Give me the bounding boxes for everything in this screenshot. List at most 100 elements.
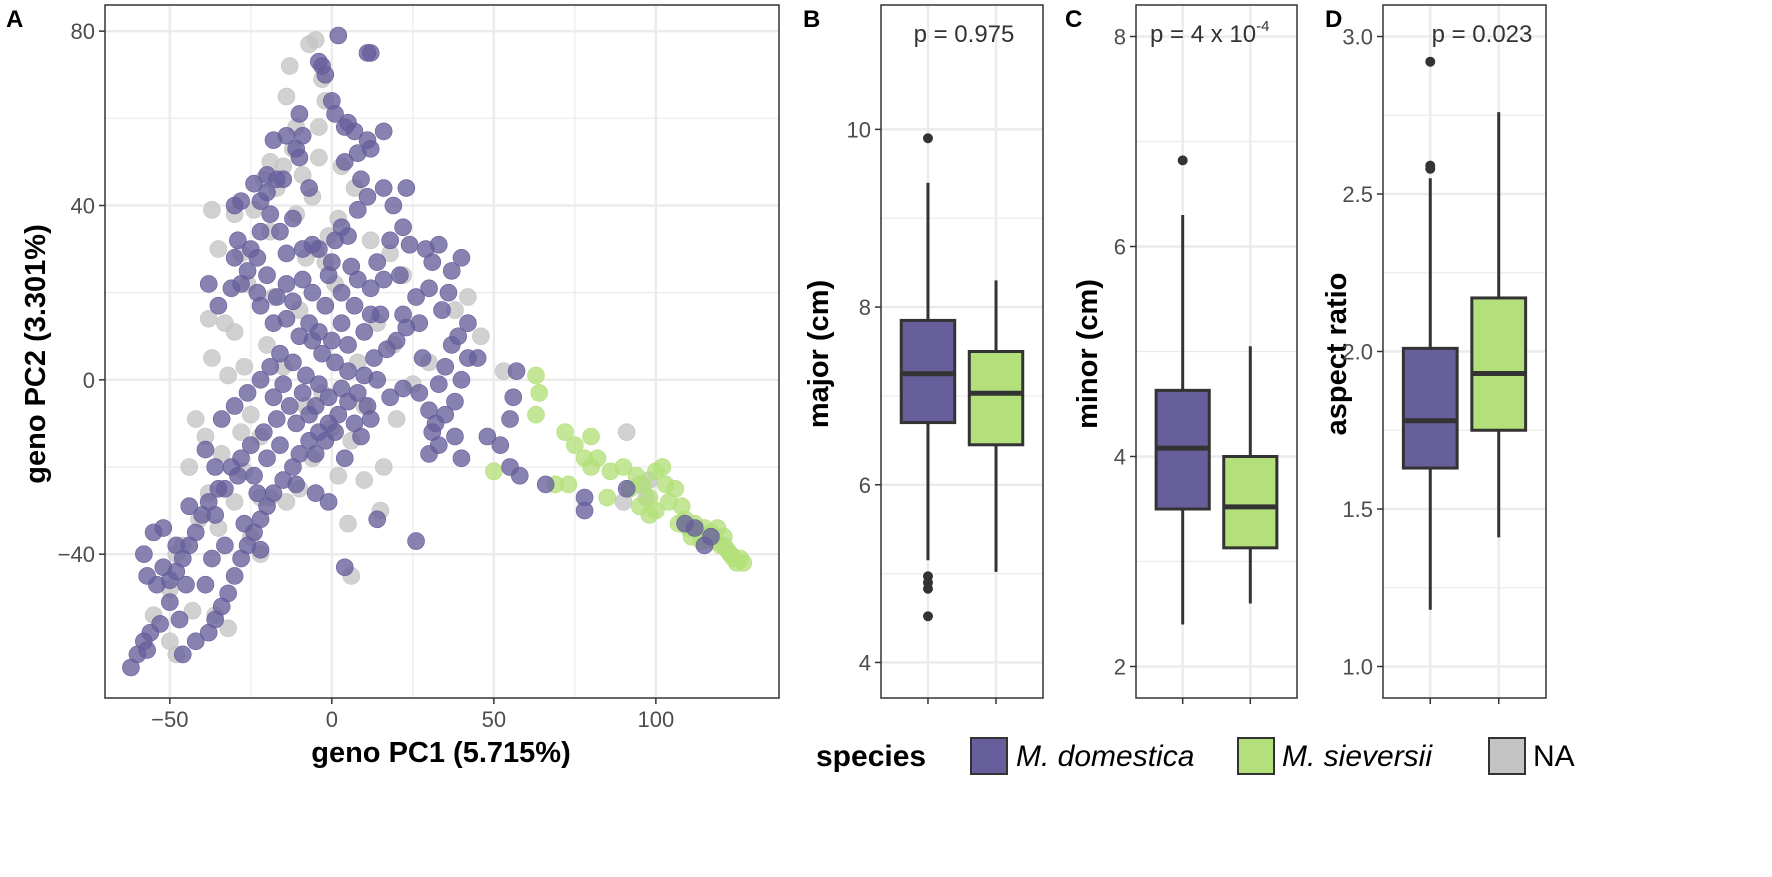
data-point <box>225 323 244 341</box>
data-point <box>459 288 477 306</box>
data-point <box>248 484 267 502</box>
data-point <box>381 388 399 407</box>
data-point <box>316 296 335 315</box>
data-point <box>290 105 309 123</box>
panel-c-y-axis-title: minor (cm) <box>1072 279 1104 429</box>
data-point <box>177 575 195 594</box>
data-point <box>446 392 464 411</box>
data-point <box>254 423 273 441</box>
y-tick-label: 4 <box>1114 445 1126 470</box>
data-point <box>135 545 153 563</box>
data-point <box>209 240 228 258</box>
y-tick-label: 8 <box>1114 25 1126 50</box>
data-point <box>536 475 555 494</box>
outlier-point <box>1425 163 1436 174</box>
data-point <box>319 266 338 285</box>
panel-frame <box>1382 4 1547 699</box>
data-point <box>310 375 328 393</box>
data-point <box>371 305 390 324</box>
panel-c-boxplot: C minor (cm) 2 4 6 8 p = 4 x 10-4 <box>1065 4 1298 704</box>
legend-title: species <box>816 740 926 773</box>
data-point <box>186 632 205 651</box>
data-point <box>196 440 215 459</box>
data-point <box>472 327 490 346</box>
data-point <box>582 427 600 446</box>
y-tick-label: 1.0 <box>1342 655 1373 680</box>
data-point <box>491 436 510 455</box>
data-point <box>267 288 286 306</box>
data-point <box>653 458 672 476</box>
box-domestica <box>899 133 957 622</box>
data-point <box>332 314 351 332</box>
data-point <box>332 283 351 302</box>
data-point <box>284 353 302 372</box>
data-point <box>335 153 354 171</box>
data-point <box>361 279 380 298</box>
data-point <box>290 148 309 167</box>
panel-a-x-axis-title: geno PC1 (5.715%) <box>311 737 570 769</box>
data-point <box>248 283 267 302</box>
data-point <box>439 283 458 302</box>
data-point <box>368 253 386 271</box>
panel-b-p-value: p = 0.975 <box>914 21 1015 48</box>
data-point <box>342 257 361 276</box>
legend-label-sieversii: M. sieversii <box>1282 740 1433 773</box>
data-point <box>394 379 412 398</box>
data-point <box>258 183 276 202</box>
legend-label-na: NA <box>1533 740 1575 773</box>
y-tick-label: 2.5 <box>1342 182 1373 207</box>
data-point <box>501 410 519 428</box>
data-point <box>423 253 442 271</box>
data-point <box>277 275 296 293</box>
data-point <box>293 384 312 402</box>
data-point <box>206 458 224 476</box>
data-point <box>199 275 218 293</box>
data-point <box>300 314 318 332</box>
data-point <box>219 584 237 603</box>
data-point <box>277 493 296 511</box>
data-point <box>339 362 357 380</box>
data-point <box>138 567 156 585</box>
box-iqr <box>967 350 1025 447</box>
data-point <box>335 449 354 468</box>
data-point <box>287 414 305 433</box>
data-point <box>559 475 578 494</box>
data-point <box>225 493 244 511</box>
data-point <box>332 218 351 237</box>
data-point <box>232 423 250 441</box>
panel-a-x-tick-label: 0 <box>326 707 338 732</box>
data-point <box>397 179 416 197</box>
data-point <box>345 296 364 315</box>
data-point <box>582 458 600 476</box>
data-point <box>329 26 348 45</box>
data-point <box>507 362 526 380</box>
data-point <box>374 179 393 197</box>
data-point <box>222 279 241 298</box>
data-point <box>313 344 331 363</box>
data-point <box>225 397 244 415</box>
panel-a-x-tick-label: −50 <box>151 707 188 732</box>
data-point <box>685 519 704 537</box>
panel-b-boxplot: B major (cm) 4 6 8 10 p = 0.975 <box>803 4 1044 704</box>
box-sieversii <box>1222 346 1279 604</box>
data-point <box>310 118 328 136</box>
data-point <box>258 336 276 354</box>
data-point <box>510 466 529 485</box>
data-point <box>219 366 237 385</box>
data-point <box>433 301 451 319</box>
data-point <box>459 314 477 332</box>
data-point <box>452 248 471 267</box>
data-point <box>216 536 234 555</box>
data-point <box>413 349 432 367</box>
data-point <box>478 427 497 446</box>
data-point <box>310 52 328 71</box>
data-point <box>264 131 283 149</box>
data-point <box>206 506 224 524</box>
panel-d-y-axis-title: aspect ratio <box>1321 273 1353 436</box>
data-point <box>310 148 328 167</box>
data-point <box>695 536 714 555</box>
data-point <box>306 445 325 463</box>
data-point <box>329 466 348 485</box>
data-point <box>271 222 289 241</box>
data-point <box>326 423 344 441</box>
